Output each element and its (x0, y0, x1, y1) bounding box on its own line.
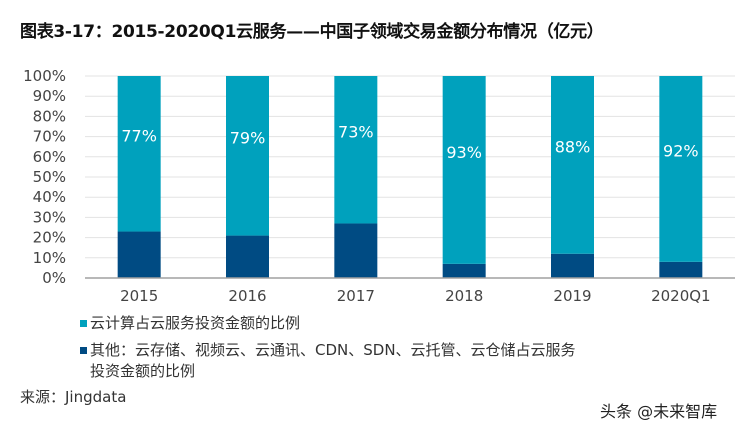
bar-segment-others (334, 223, 378, 278)
chart-title: 图表3-17：2015-2020Q1云服务——中国子领域交易金额分布情况（亿元） (20, 22, 604, 42)
data-label: 92% (663, 142, 699, 161)
x-tick-label: 2015 (120, 287, 158, 305)
source-note: 来源：Jingdata (20, 388, 127, 406)
watermark: 头条 @未来智库 (600, 402, 718, 421)
legend-label: 其他：云存储、视频云、云通讯、CDN、SDN、云托管、云仓储占云服务 (90, 341, 576, 359)
bar-segment-others (551, 253, 594, 278)
y-tick-label: 80% (33, 107, 66, 125)
bar-segment-others (442, 263, 486, 278)
bar-segment-cloud-computing (659, 76, 703, 262)
y-tick-label: 10% (33, 249, 66, 267)
bar-segment-others (659, 261, 703, 278)
y-tick-label: 50% (33, 168, 66, 186)
bar-segment-cloud-computing (442, 76, 486, 264)
x-tick-label: 2019 (553, 287, 591, 305)
y-tick-label: 30% (33, 208, 66, 226)
bar-segment-cloud-computing (226, 76, 269, 236)
data-label: 79% (230, 129, 266, 148)
y-tick-label: 70% (33, 128, 66, 146)
x-tick-label: 2016 (228, 287, 266, 305)
data-label: 88% (555, 138, 591, 157)
legend-label-cont: 投资金额的比例 (90, 362, 196, 380)
data-label: 93% (446, 143, 482, 162)
legend-swatch-navy (80, 347, 87, 354)
y-tick-label: 20% (33, 229, 66, 247)
legend-swatch-teal (80, 320, 87, 327)
data-label: 77% (121, 127, 157, 146)
y-tick-label: 90% (33, 87, 66, 105)
bar-segment-others (226, 235, 269, 278)
x-tick-label: 2017 (337, 287, 375, 305)
bar-segment-cloud-computing (551, 76, 594, 254)
data-label: 73% (338, 123, 374, 142)
x-tick-label: 2020Q1 (651, 287, 711, 305)
bar-segment-cloud-computing (334, 76, 378, 224)
legend-label: 云计算占云服务投资金额的比例 (90, 314, 301, 332)
legend-item-others: 其他：云存储、视频云、云通讯、CDN、SDN、云托管、云仓储占云服务 投资金额的… (80, 340, 576, 382)
y-tick-label: 0% (42, 269, 66, 287)
y-tick-label: 40% (33, 188, 66, 206)
y-tick-label: 100% (23, 67, 66, 85)
y-tick-label: 60% (33, 148, 66, 166)
bar-segment-others (117, 231, 161, 278)
bar-segment-cloud-computing (117, 76, 161, 232)
x-tick-label: 2018 (445, 287, 483, 305)
legend-item-cloud-computing: 云计算占云服务投资金额的比例 (80, 313, 300, 334)
